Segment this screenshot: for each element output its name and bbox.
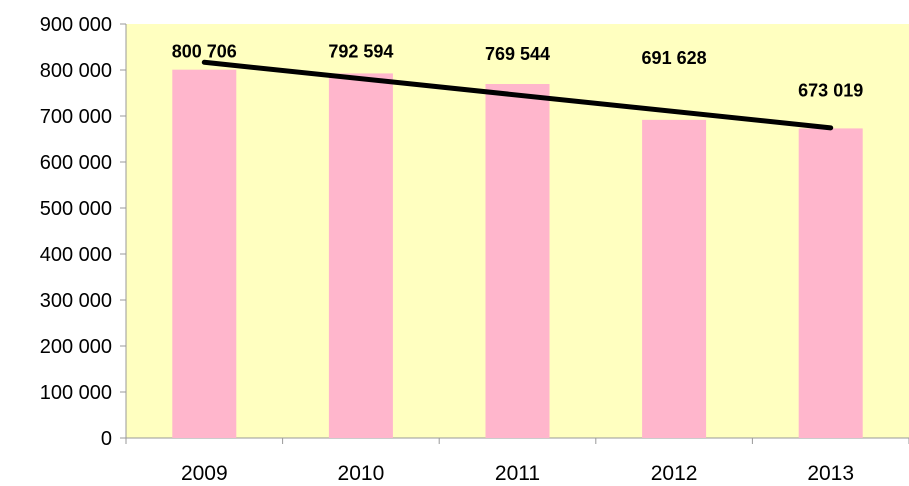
- y-tick-label: 300 000: [40, 290, 112, 312]
- data-label-2013: 673 019: [798, 80, 863, 100]
- x-tick-label: 2011: [495, 462, 540, 485]
- x-tick-label: 2012: [651, 462, 698, 485]
- y-tick-label: 700 000: [40, 106, 112, 128]
- y-tick-label: 200 000: [40, 336, 112, 358]
- data-label-2010: 792 594: [328, 41, 393, 61]
- bar-2011: [485, 84, 550, 438]
- y-tick-label: 0: [101, 428, 112, 450]
- data-label-2009: 800 706: [172, 42, 237, 62]
- y-tick-label: 600 000: [40, 152, 112, 174]
- y-tick-label: 900 000: [40, 14, 112, 36]
- x-tick-label: 2013: [807, 462, 854, 485]
- bar-2013: [798, 128, 863, 438]
- trendline: [201, 59, 834, 131]
- x-tick-label: 2009: [181, 462, 228, 485]
- y-tick-label: 500 000: [40, 198, 112, 220]
- data-label-2011: 769 544: [485, 44, 550, 64]
- bar-2012: [642, 119, 707, 438]
- bar-2010: [328, 73, 393, 438]
- x-tick-label: 2010: [338, 462, 385, 485]
- data-label-2012: 691 628: [642, 48, 707, 68]
- bar-2009: [172, 69, 237, 439]
- y-tick-label: 800 000: [40, 60, 112, 82]
- y-tick-label: 400 000: [40, 244, 112, 266]
- y-tick-label: 100 000: [40, 382, 112, 404]
